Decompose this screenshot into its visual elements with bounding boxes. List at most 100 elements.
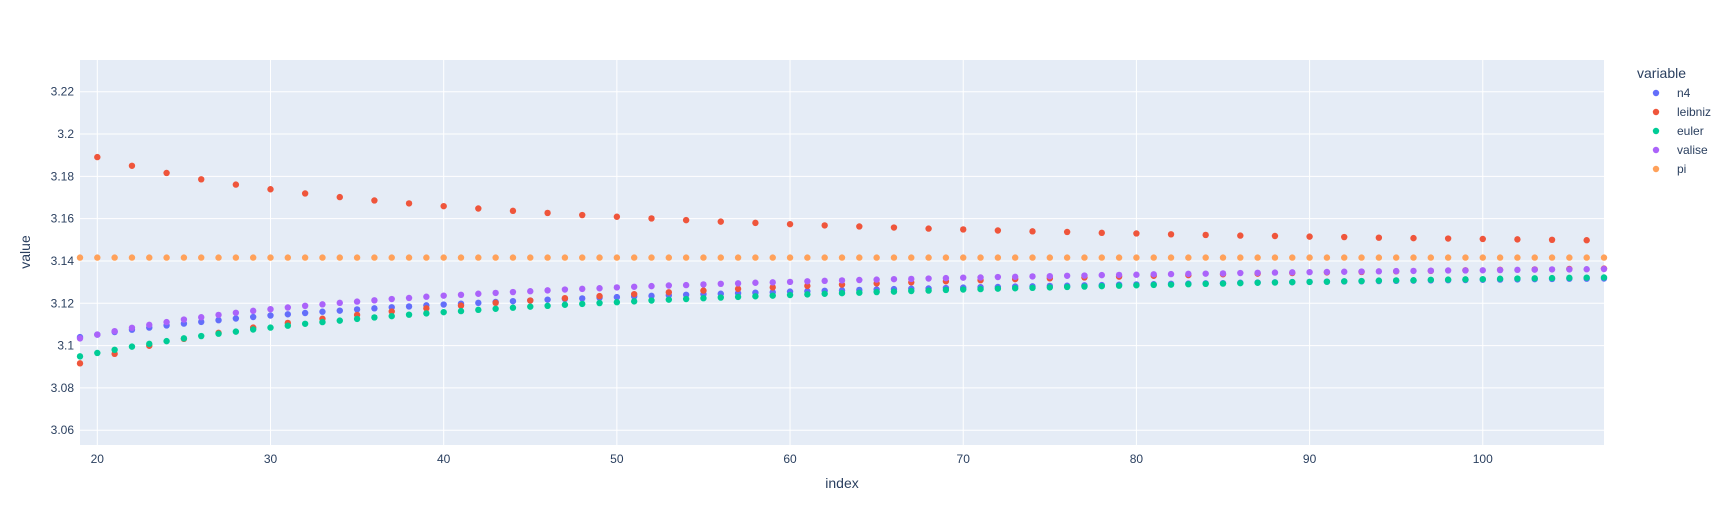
- point-euler: [1185, 281, 1192, 288]
- point-euler: [1548, 274, 1556, 282]
- point-pi: [821, 254, 828, 261]
- point-euler: [994, 285, 1002, 292]
- point-leibniz: [1583, 237, 1590, 244]
- point-valise: [821, 277, 828, 285]
- point-euler: [1029, 284, 1036, 292]
- legend-item-euler[interactable]: euler: [1652, 124, 1704, 138]
- point-valise: [856, 276, 863, 284]
- point-leibniz: [561, 294, 569, 302]
- point-pi: [1600, 254, 1608, 261]
- point-euler: [180, 335, 188, 342]
- legend-item-valise[interactable]: valise: [1652, 143, 1708, 157]
- point-valise: [1306, 268, 1313, 276]
- point-valise: [596, 285, 603, 292]
- point-euler: [527, 303, 534, 310]
- point-euler: [1167, 281, 1175, 288]
- point-euler: [284, 322, 292, 329]
- point-pi: [180, 254, 188, 261]
- point-pi: [838, 254, 846, 261]
- point-valise: [1600, 265, 1608, 273]
- point-pi: [1375, 254, 1383, 261]
- point-n4: [249, 313, 257, 321]
- point-pi: [1358, 254, 1365, 261]
- point-pi: [76, 254, 84, 261]
- point-valise: [440, 292, 447, 299]
- point-euler: [1392, 277, 1400, 284]
- point-euler: [475, 306, 482, 314]
- x-tick-label: 80: [1130, 452, 1144, 466]
- point-leibniz: [527, 297, 534, 304]
- point-leibniz: [786, 220, 794, 228]
- point-n4: [232, 315, 240, 322]
- legend-item-n4[interactable]: n4: [1652, 86, 1691, 100]
- point-euler: [1081, 283, 1088, 290]
- point-leibniz: [388, 308, 395, 315]
- point-valise: [1479, 267, 1486, 274]
- point-euler: [440, 308, 447, 316]
- y-tick-label: 3.18: [51, 169, 75, 183]
- point-pi: [215, 254, 222, 261]
- point-euler: [856, 289, 863, 296]
- point-leibniz: [613, 213, 621, 220]
- point-pi: [457, 254, 465, 261]
- point-valise: [94, 331, 101, 338]
- point-valise: [353, 298, 361, 305]
- legend-item-leibniz[interactable]: leibniz: [1652, 105, 1711, 119]
- point-euler: [1444, 276, 1452, 283]
- point-valise: [1583, 266, 1590, 273]
- point-euler: [1410, 277, 1417, 284]
- point-valise: [1254, 269, 1261, 277]
- point-leibniz: [163, 169, 170, 177]
- point-pi: [336, 254, 343, 261]
- point-pi: [804, 254, 811, 261]
- legend-label: pi: [1677, 162, 1686, 176]
- point-leibniz: [1444, 235, 1452, 242]
- point-valise: [873, 276, 880, 283]
- point-euler: [336, 317, 343, 324]
- y-axis-title: value: [17, 235, 33, 269]
- point-pi: [301, 254, 309, 261]
- point-euler: [1254, 279, 1261, 286]
- point-euler: [1271, 279, 1279, 286]
- point-euler: [353, 315, 361, 323]
- point-euler: [1133, 282, 1140, 289]
- point-euler: [717, 294, 724, 301]
- y-tick-labels: 3.06 3.08 3.1 3.12 3.14 3.16 3.18 3.2 3.22: [51, 85, 75, 437]
- point-pi: [769, 254, 776, 261]
- point-valise: [76, 335, 84, 342]
- y-tick-label: 3.22: [51, 85, 75, 99]
- point-valise: [267, 305, 274, 313]
- point-valise: [1237, 269, 1244, 277]
- legend-label: valise: [1677, 143, 1708, 157]
- point-leibniz: [544, 209, 551, 217]
- point-pi: [111, 254, 118, 261]
- point-valise: [630, 283, 638, 290]
- point-leibniz: [1479, 235, 1486, 243]
- point-euler: [734, 293, 742, 301]
- point-pi: [1185, 254, 1192, 261]
- point-valise: [1098, 271, 1105, 279]
- point-leibniz: [700, 287, 707, 294]
- point-valise: [786, 278, 794, 286]
- legend-item-pi[interactable]: pi: [1652, 162, 1687, 176]
- point-valise: [527, 288, 534, 295]
- point-valise: [648, 282, 655, 290]
- point-valise: [1046, 272, 1054, 280]
- point-valise: [128, 324, 136, 332]
- point-pi: [1341, 254, 1348, 261]
- point-valise: [1462, 267, 1469, 274]
- point-euler: [1237, 279, 1244, 287]
- point-euler: [163, 337, 170, 345]
- y-tick-label: 3.1: [57, 339, 74, 353]
- point-leibniz: [1167, 231, 1175, 238]
- point-n4: [579, 295, 586, 302]
- point-euler: [1375, 277, 1383, 284]
- point-euler: [215, 330, 222, 337]
- grid-lines: [80, 60, 1604, 445]
- point-pi: [648, 254, 655, 261]
- point-euler: [838, 289, 846, 297]
- point-valise: [734, 280, 742, 287]
- point-pi: [665, 254, 673, 261]
